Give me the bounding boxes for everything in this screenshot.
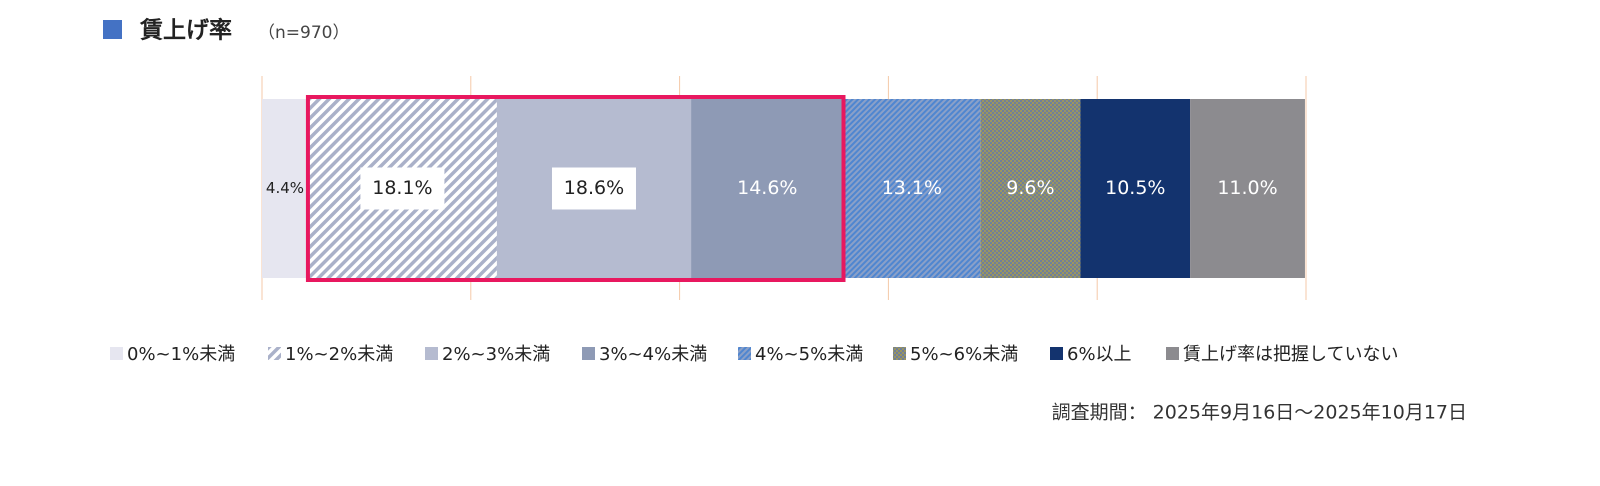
data-label: 13.1% xyxy=(882,177,942,199)
legend-label: 6%以上 xyxy=(1067,344,1132,365)
legend-swatch xyxy=(738,347,751,360)
bar-segment xyxy=(980,99,1081,278)
legend-swatch xyxy=(1166,347,1179,360)
legend-swatch xyxy=(110,347,123,360)
bar-segment xyxy=(843,99,981,278)
data-label: 9.6% xyxy=(1006,177,1054,199)
data-label: 4.4% xyxy=(266,179,304,197)
legend-swatch xyxy=(268,347,281,360)
bar-segment xyxy=(1080,99,1191,278)
bar-segment xyxy=(262,99,308,278)
bar-segment xyxy=(1190,99,1305,278)
highlight-frame xyxy=(305,95,846,282)
label-box xyxy=(551,167,636,210)
legend-label: 5%~6%未満 xyxy=(910,344,1018,365)
data-label: 14.6% xyxy=(737,177,797,199)
legend-swatch xyxy=(582,347,595,360)
legend-label: 0%~1%未満 xyxy=(127,344,235,365)
bar-segment xyxy=(691,99,844,278)
data-label: 10.5% xyxy=(1105,177,1165,199)
legend-label: 2%~3%未満 xyxy=(442,344,550,365)
data-label: 18.6% xyxy=(564,177,624,199)
data-label: 18.1% xyxy=(372,177,432,199)
chart-title: 賃上げ率 xyxy=(139,17,232,44)
data-label: 11.0% xyxy=(1217,177,1277,199)
legend-label: 4%~5%未満 xyxy=(755,344,863,365)
chart-subtitle: （n=970） xyxy=(258,23,349,43)
note: 調査期間： 2025年9月16日～2025年10月17日 xyxy=(1052,402,1467,424)
legend-swatch xyxy=(425,347,438,360)
legend-swatch xyxy=(893,347,906,360)
legend-label: 賃上げ率は把握していない xyxy=(1183,344,1398,365)
label-box xyxy=(360,167,445,210)
legend-label: 1%~2%未満 xyxy=(285,344,393,365)
legend-label: 3%~4%未満 xyxy=(599,344,707,365)
legend-swatch xyxy=(1050,347,1063,360)
title-marker xyxy=(103,20,122,39)
